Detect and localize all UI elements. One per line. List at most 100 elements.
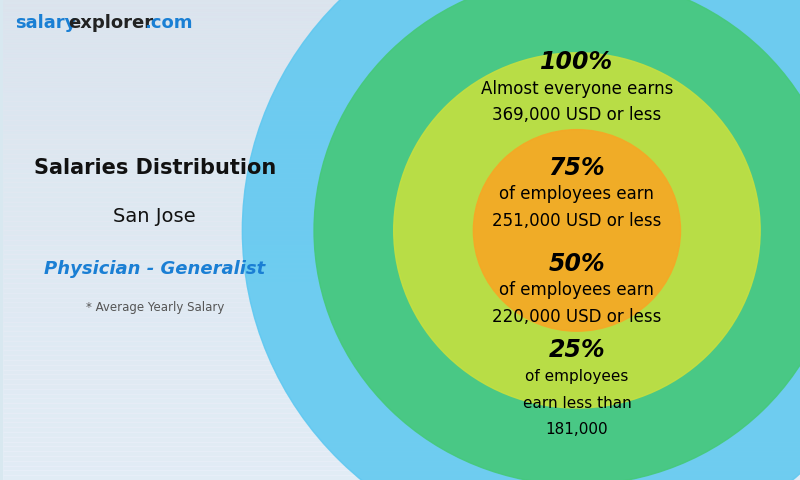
Bar — [3, 379, 800, 384]
Bar — [3, 470, 800, 475]
Bar — [3, 120, 800, 125]
Bar — [3, 0, 800, 5]
Text: 251,000 USD or less: 251,000 USD or less — [492, 212, 662, 230]
Bar — [3, 216, 800, 221]
Bar — [3, 211, 800, 216]
Text: Almost everyone earns: Almost everyone earns — [481, 80, 673, 98]
Bar — [3, 302, 800, 307]
Bar — [3, 274, 800, 278]
Bar — [3, 86, 800, 91]
Text: of employees earn: of employees earn — [499, 185, 654, 204]
Bar — [3, 307, 800, 312]
Bar — [3, 187, 800, 192]
Text: 25%: 25% — [549, 338, 606, 362]
Bar — [3, 288, 800, 293]
Bar — [3, 259, 800, 264]
Bar — [3, 130, 800, 134]
Bar — [3, 34, 800, 38]
Bar — [3, 269, 800, 274]
Bar — [3, 91, 800, 96]
Text: 50%: 50% — [549, 252, 606, 276]
Bar — [3, 125, 800, 130]
Bar — [3, 475, 800, 480]
Bar — [3, 341, 800, 346]
Bar — [3, 5, 800, 10]
Bar — [3, 461, 800, 466]
Bar — [3, 322, 800, 326]
Text: of employees: of employees — [526, 369, 629, 384]
Bar — [3, 240, 800, 245]
Text: .com: .com — [144, 14, 193, 33]
Bar — [3, 355, 800, 360]
Bar — [3, 106, 800, 110]
Bar — [3, 235, 800, 240]
Text: salary: salary — [15, 14, 77, 33]
Bar — [3, 360, 800, 365]
Bar — [3, 173, 800, 178]
Bar — [3, 398, 800, 403]
Bar — [3, 437, 800, 442]
Bar — [3, 134, 800, 139]
Bar — [3, 403, 800, 408]
Bar — [3, 250, 800, 254]
Bar — [3, 139, 800, 144]
Bar — [3, 442, 800, 446]
Bar — [3, 422, 800, 427]
Bar — [3, 466, 800, 470]
Text: Physician - Generalist: Physician - Generalist — [44, 260, 266, 278]
Bar — [3, 67, 800, 72]
Bar — [3, 110, 800, 115]
Bar — [3, 149, 800, 154]
Text: * Average Yearly Salary: * Average Yearly Salary — [86, 300, 224, 314]
Bar — [3, 38, 800, 43]
Text: 369,000 USD or less: 369,000 USD or less — [492, 106, 662, 124]
Text: San Jose: San Jose — [114, 206, 196, 226]
Bar — [3, 350, 800, 355]
Bar — [3, 254, 800, 259]
Bar — [3, 158, 800, 163]
Bar — [3, 230, 800, 235]
Bar — [3, 178, 800, 182]
Text: earn less than: earn less than — [522, 396, 631, 411]
Bar — [3, 53, 800, 58]
Bar — [3, 154, 800, 158]
Bar — [3, 29, 800, 34]
Bar — [3, 418, 800, 422]
Bar — [3, 168, 800, 173]
Bar — [3, 365, 800, 370]
Bar — [3, 264, 800, 269]
Bar — [3, 413, 800, 418]
Ellipse shape — [394, 53, 760, 408]
Bar — [3, 96, 800, 101]
Bar — [3, 43, 800, 48]
Bar — [3, 197, 800, 202]
Bar — [3, 19, 800, 24]
Ellipse shape — [474, 130, 681, 331]
Bar — [3, 115, 800, 120]
Bar — [3, 336, 800, 341]
Bar — [3, 283, 800, 288]
Bar — [3, 370, 800, 374]
Bar — [3, 77, 800, 82]
Bar — [3, 394, 800, 398]
Bar — [3, 432, 800, 437]
Bar — [3, 58, 800, 62]
Text: Salaries Distribution: Salaries Distribution — [34, 158, 276, 178]
Bar — [3, 192, 800, 197]
Bar — [3, 427, 800, 432]
Bar — [3, 206, 800, 211]
Bar — [3, 182, 800, 187]
Bar — [3, 312, 800, 317]
Bar — [3, 82, 800, 86]
Bar — [3, 14, 800, 19]
Text: 75%: 75% — [549, 156, 606, 180]
Bar — [3, 48, 800, 53]
Bar — [3, 163, 800, 168]
Bar — [3, 384, 800, 389]
Bar — [3, 245, 800, 250]
Bar — [3, 202, 800, 206]
Bar — [3, 389, 800, 394]
Bar — [3, 326, 800, 331]
Bar — [3, 346, 800, 350]
Bar — [3, 101, 800, 106]
